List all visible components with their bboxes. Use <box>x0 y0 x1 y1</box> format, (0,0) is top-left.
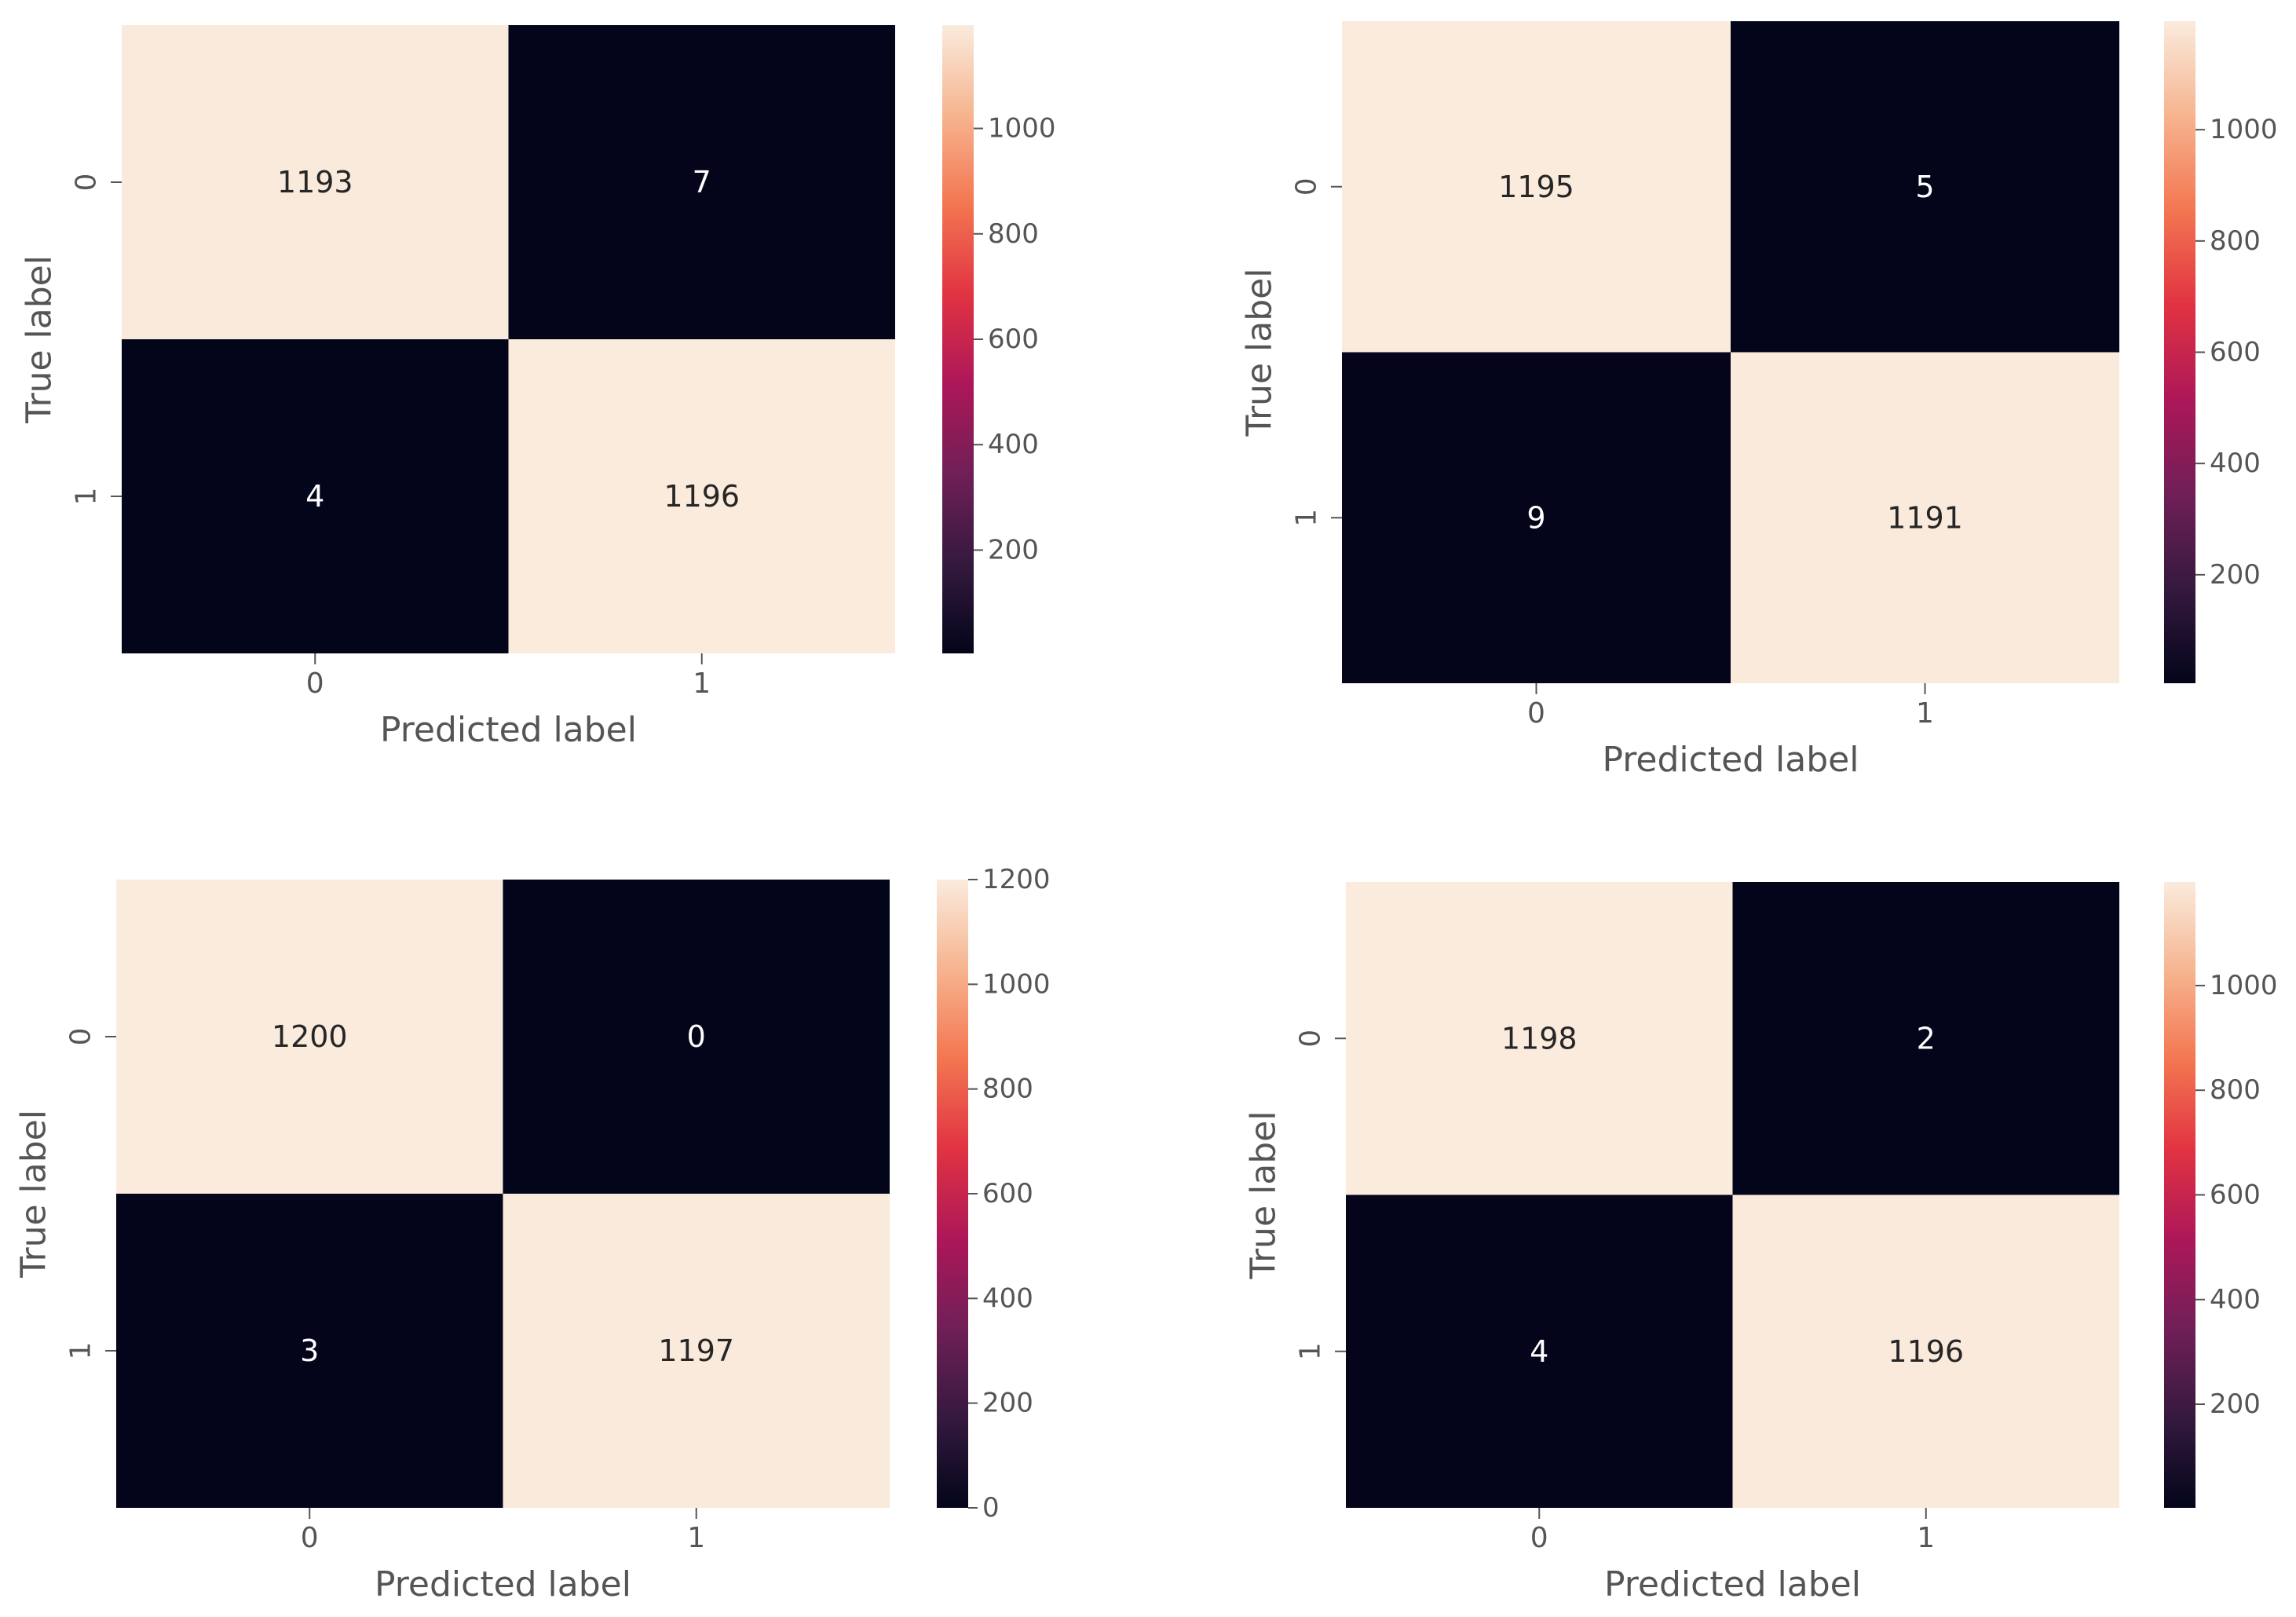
heatmap-cell-r1-c0 <box>1346 1194 1733 1508</box>
confusion-matrix-chart-4: 1198 2 4 1196 0 1 0 1 Predicted label True label 2… <box>1244 882 2278 1604</box>
colorbar-tick-label: 1000 <box>2210 970 2278 1001</box>
colorbar-tick-label: 200 <box>988 534 1039 565</box>
colorbar-tick-label: 0 <box>982 1492 1000 1524</box>
colorbar-tick-label: 600 <box>2210 337 2261 368</box>
heatmap-cell-r1-c1 <box>1732 1194 2119 1508</box>
y-tick-label: 1 <box>1295 1342 1327 1360</box>
heatmap-cell-r0-c0 <box>122 25 509 339</box>
confusion-matrix-chart-3: 1200 0 3 1197 0 1 0 1 Predicted label True label 0… <box>14 864 1051 1604</box>
colorbar-tick-label: 800 <box>982 1074 1033 1105</box>
heatmap-cell-r0-c1 <box>503 880 890 1194</box>
heatmap-cell-r0-c1 <box>508 25 895 339</box>
colorbar-tick-label: 200 <box>2210 559 2261 591</box>
x-tick-label: 0 <box>1530 1522 1548 1554</box>
heatmap-cell-r1-c0 <box>1342 352 1731 683</box>
colorbar-tick-label: 800 <box>988 218 1039 250</box>
colorbar-tick-label: 1000 <box>2210 114 2278 145</box>
x-tick-label: 1 <box>1917 1522 1935 1554</box>
y-tick-label: 1 <box>65 1342 97 1360</box>
colorbar-tick-label: 1000 <box>982 968 1051 1000</box>
y-axis-label: True label <box>1244 1111 1284 1280</box>
y-axis-label: True label <box>14 1110 54 1279</box>
x-tick-label: 0 <box>306 668 324 700</box>
cell-value-label: 2 <box>1917 1021 1936 1055</box>
heatmap-cell-r1-c0 <box>116 1194 503 1508</box>
cell-value-label: 1200 <box>272 1019 348 1054</box>
cell-value-label: 1196 <box>1888 1334 1964 1369</box>
x-axis-label: Predicted label <box>1604 1564 1861 1604</box>
x-tick-label: 1 <box>693 668 711 700</box>
colorbar-tick-label: 200 <box>2210 1388 2261 1420</box>
confusion-matrix-chart-2: 1195 5 9 1191 0 1 0 1 Predicted label True label 2… <box>1240 21 2278 780</box>
y-tick-label: 1 <box>71 488 103 506</box>
colorbar <box>2164 21 2195 683</box>
cell-value-label: 1196 <box>664 479 740 514</box>
y-tick-label: 0 <box>1295 1030 1327 1048</box>
y-axis-label: True label <box>20 255 60 424</box>
confusion-matrix-chart-1: 1193 7 4 1196 0 1 0 1 Predicted label True label 2… <box>20 25 1056 750</box>
cell-value-label: 4 <box>1530 1334 1548 1369</box>
y-tick-label: 0 <box>71 174 103 192</box>
colorbar-tick-label: 400 <box>982 1282 1033 1314</box>
x-tick-label: 1 <box>687 1522 705 1554</box>
cell-value-label: 1193 <box>277 165 353 199</box>
colorbar-tick-label: 600 <box>2210 1180 2261 1211</box>
heatmap-cell-r1-c1 <box>508 339 895 653</box>
colorbar-tick-label: 400 <box>2210 1284 2261 1315</box>
colorbar <box>2164 882 2195 1508</box>
x-tick-label: 0 <box>1527 697 1545 730</box>
y-tick-label: 0 <box>1291 177 1323 196</box>
colorbar-tick-label: 400 <box>988 429 1039 460</box>
colorbar-tick-label: 200 <box>982 1388 1033 1419</box>
colorbar-tick-label: 600 <box>988 324 1039 355</box>
cell-value-label: 1195 <box>1498 170 1574 204</box>
cell-value-label: 9 <box>1526 500 1545 535</box>
y-tick-label: 0 <box>65 1028 97 1046</box>
cell-value-label: 5 <box>1915 170 1934 204</box>
colorbar-tick-label: 400 <box>2210 448 2261 479</box>
cell-value-label: 7 <box>693 165 711 199</box>
cell-value-label: 1191 <box>1887 500 1963 535</box>
cell-value-label: 1198 <box>1501 1021 1578 1055</box>
x-tick-label: 1 <box>1916 697 1934 730</box>
heatmap-cell-r0-c0 <box>1346 882 1733 1195</box>
cell-value-label: 1197 <box>658 1333 734 1368</box>
heatmap-cell-r1-c1 <box>1731 352 2119 683</box>
colorbar-tick-label: 800 <box>2210 1074 2261 1106</box>
colorbar <box>937 880 968 1508</box>
x-tick-label: 0 <box>301 1522 319 1554</box>
heatmap-cell-r1-c0 <box>122 339 509 653</box>
heatmap-cell-r0-c0 <box>116 880 503 1194</box>
x-axis-label: Predicted label <box>1603 740 1859 780</box>
colorbar-tick-label: 1000 <box>988 113 1056 145</box>
colorbar <box>942 25 974 653</box>
colorbar-tick-label: 800 <box>2210 225 2261 257</box>
y-axis-label: True label <box>1240 269 1280 437</box>
x-axis-label: Predicted label <box>380 710 637 750</box>
cell-value-label: 0 <box>687 1019 706 1054</box>
x-axis-label: Predicted label <box>375 1564 631 1604</box>
colorbar-tick-label: 600 <box>982 1178 1033 1209</box>
colorbar-tick-label: 1200 <box>982 864 1051 895</box>
heatmap-cell-r1-c1 <box>503 1194 890 1508</box>
cell-value-label: 3 <box>300 1333 319 1368</box>
heatmap-cell-r0-c0 <box>1342 21 1731 353</box>
cell-value-label: 4 <box>305 479 324 514</box>
y-tick-label: 1 <box>1291 509 1323 527</box>
heatmap-cell-r0-c1 <box>1731 21 2119 353</box>
heatmap-cell-r0-c1 <box>1732 882 2119 1195</box>
